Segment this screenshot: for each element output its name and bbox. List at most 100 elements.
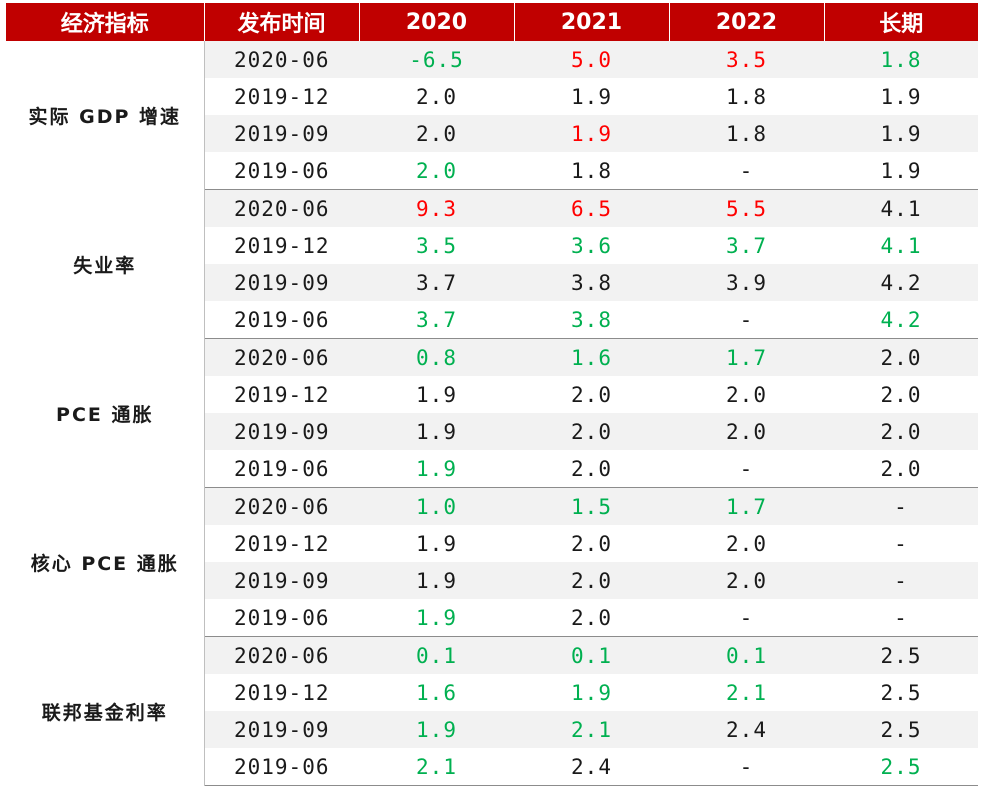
value-2020-cell: -6.5 bbox=[359, 41, 514, 78]
value-2022-cell: 1.7 bbox=[669, 338, 824, 376]
release-date-cell: 2019-09 bbox=[204, 264, 359, 301]
value-2021-cell: 2.0 bbox=[571, 531, 612, 556]
value-2021-cell: 2.0 bbox=[514, 562, 669, 599]
value-long-run-cell: 4.2 bbox=[824, 264, 978, 301]
value-2020-cell: 9.3 bbox=[359, 189, 514, 227]
header-2022: 2022 bbox=[669, 3, 825, 41]
value-2022-cell: 3.7 bbox=[726, 233, 767, 258]
value-2021-cell: 1.9 bbox=[571, 84, 612, 109]
release-date-cell: 2019-12 bbox=[233, 382, 330, 407]
value-long-run-cell: - bbox=[824, 562, 978, 599]
release-date-cell: 2019-06 bbox=[204, 301, 359, 339]
value-long-run-cell: 2.0 bbox=[824, 450, 978, 488]
value-2020-cell: 0.1 bbox=[359, 636, 514, 674]
release-date-cell: 2019-12 bbox=[233, 531, 330, 556]
value-2022-cell: - bbox=[669, 301, 824, 339]
value-long-run-cell: - bbox=[824, 487, 978, 525]
value-long-run-cell: 1.9 bbox=[824, 152, 978, 190]
value-long-run-cell: 1.9 bbox=[880, 84, 922, 109]
value-2022-cell: - bbox=[669, 599, 824, 637]
value-long-run-cell: 2.5 bbox=[824, 748, 978, 786]
value-2020-cell: 2.0 bbox=[416, 84, 457, 109]
value-2022-cell: 1.8 bbox=[726, 84, 767, 109]
table-row: 2019-09 2.0 1.9 1.8 1.9 bbox=[6, 115, 978, 152]
table-row: 2019-06 3.7 3.8-4.2 bbox=[6, 301, 978, 339]
value-2021-cell: 2.0 bbox=[514, 599, 669, 637]
value-2020-cell: 1.9 bbox=[359, 413, 514, 450]
indicator-cell: PCE 通胀 bbox=[6, 338, 205, 488]
indicator-cell: 失业率 bbox=[6, 189, 205, 339]
value-2022-cell: 2.1 bbox=[726, 680, 767, 705]
release-date-cell: 2020-06 bbox=[204, 636, 359, 674]
value-long-run-cell: 4.1 bbox=[880, 233, 922, 258]
release-date-cell: 2019-09 bbox=[204, 115, 359, 152]
table-row: 2019-12 1.6 1.9 2.1 2.5 bbox=[6, 674, 978, 711]
value-2020-cell: 1.9 bbox=[359, 450, 514, 488]
table-row: 2019-09 1.9 2.0 2.0- bbox=[6, 562, 978, 599]
header-release-date: 发布时间 bbox=[204, 3, 360, 41]
forecast-table-container: 经济指标 发布时间 2020 2021 2022 长期 实际 GDP 增速 202… bbox=[6, 3, 978, 786]
value-2020-cell: 3.5 bbox=[416, 233, 457, 258]
release-date-cell: 2019-06 bbox=[204, 599, 359, 637]
value-long-run-cell: 2.5 bbox=[824, 711, 978, 748]
table-row: 2019-12 3.5 3.6 3.7 4.1 bbox=[6, 227, 978, 264]
release-date-cell: 2019-06 bbox=[204, 450, 359, 488]
value-2021-cell: 2.0 bbox=[514, 413, 669, 450]
value-2022-cell: - bbox=[669, 450, 824, 488]
value-long-run-cell: 4.2 bbox=[824, 301, 978, 339]
table-header-row: 经济指标 发布时间 2020 2021 2022 长期 bbox=[6, 3, 978, 41]
release-date-cell: 2020-06 bbox=[204, 338, 359, 376]
value-2022-cell: 3.5 bbox=[669, 41, 824, 78]
table-body: 实际 GDP 增速 2020-06 -6.5 5.0 3.5 1.8 2019-12 2.0 1… bbox=[6, 41, 978, 786]
value-2021-cell: 1.6 bbox=[514, 338, 669, 376]
release-date-cell: 2019-12 bbox=[233, 84, 330, 109]
value-2020-cell: 2.1 bbox=[359, 748, 514, 786]
value-2022-cell: - bbox=[669, 152, 824, 190]
release-date-cell: 2019-09 bbox=[204, 413, 359, 450]
value-2020-cell: 3.7 bbox=[359, 264, 514, 301]
table-row: 2019-09 1.9 2.1 2.4 2.5 bbox=[6, 711, 978, 748]
value-2020-cell: 2.0 bbox=[359, 152, 514, 190]
table-row: 2019-12 1.9 2.0 2.0 2.0 bbox=[6, 376, 978, 413]
value-2021-cell: 1.9 bbox=[571, 680, 612, 705]
value-2022-cell: 5.5 bbox=[669, 189, 824, 227]
indicator-cell: 联邦基金利率 bbox=[6, 636, 205, 786]
value-2020-cell: 1.6 bbox=[416, 680, 457, 705]
value-2022-cell: 3.9 bbox=[669, 264, 824, 301]
value-2022-cell: - bbox=[669, 748, 824, 786]
value-2022-cell: 2.4 bbox=[669, 711, 824, 748]
table-row: 2019-12 1.9 2.0 2.0 - bbox=[6, 525, 978, 562]
value-2021-cell: 3.6 bbox=[571, 233, 612, 258]
value-2022-cell: 2.0 bbox=[669, 562, 824, 599]
indicator-cell: 实际 GDP 增速 bbox=[6, 41, 205, 190]
release-date-cell: 2019-06 bbox=[204, 152, 359, 190]
release-date-cell: 2019-09 bbox=[204, 562, 359, 599]
table-row: 2019-09 1.9 2.0 2.0 2.0 bbox=[6, 413, 978, 450]
value-2021-cell: 3.8 bbox=[514, 264, 669, 301]
value-2022-cell: 0.1 bbox=[669, 636, 824, 674]
table-row: 失业率 2020-06 9.3 6.5 5.5 4.1 bbox=[6, 189, 978, 339]
table-row: 2019-12 2.0 1.9 1.8 1.9 bbox=[6, 78, 978, 115]
table-row: 实际 GDP 增速 2020-06 -6.5 5.0 3.5 1.8 bbox=[6, 41, 978, 190]
value-2020-cell: 1.0 bbox=[359, 487, 514, 525]
table-row: 2019-06 2.0 1.8-1.9 bbox=[6, 152, 978, 190]
value-2021-cell: 2.1 bbox=[514, 711, 669, 748]
release-date-cell: 2019-12 bbox=[233, 680, 330, 705]
value-2022-cell: 2.0 bbox=[726, 531, 767, 556]
value-2021-cell: 1.9 bbox=[514, 115, 669, 152]
value-2020-cell: 1.9 bbox=[359, 562, 514, 599]
value-2021-cell: 0.1 bbox=[514, 636, 669, 674]
value-long-run-cell: - bbox=[894, 531, 908, 556]
value-long-run-cell: 4.1 bbox=[824, 189, 978, 227]
release-date-cell: 2020-06 bbox=[204, 487, 359, 525]
value-2020-cell: 1.9 bbox=[416, 531, 457, 556]
value-long-run-cell: 2.0 bbox=[824, 413, 978, 450]
value-2022-cell: 2.0 bbox=[669, 413, 824, 450]
release-date-cell: 2019-12 bbox=[233, 233, 330, 258]
release-date-cell: 2020-06 bbox=[204, 41, 359, 78]
header-indicator: 经济指标 bbox=[6, 3, 205, 41]
value-long-run-cell: - bbox=[824, 599, 978, 637]
value-2020-cell: 1.9 bbox=[359, 711, 514, 748]
header-long-run: 长期 bbox=[824, 3, 978, 41]
release-date-cell: 2020-06 bbox=[204, 189, 359, 227]
